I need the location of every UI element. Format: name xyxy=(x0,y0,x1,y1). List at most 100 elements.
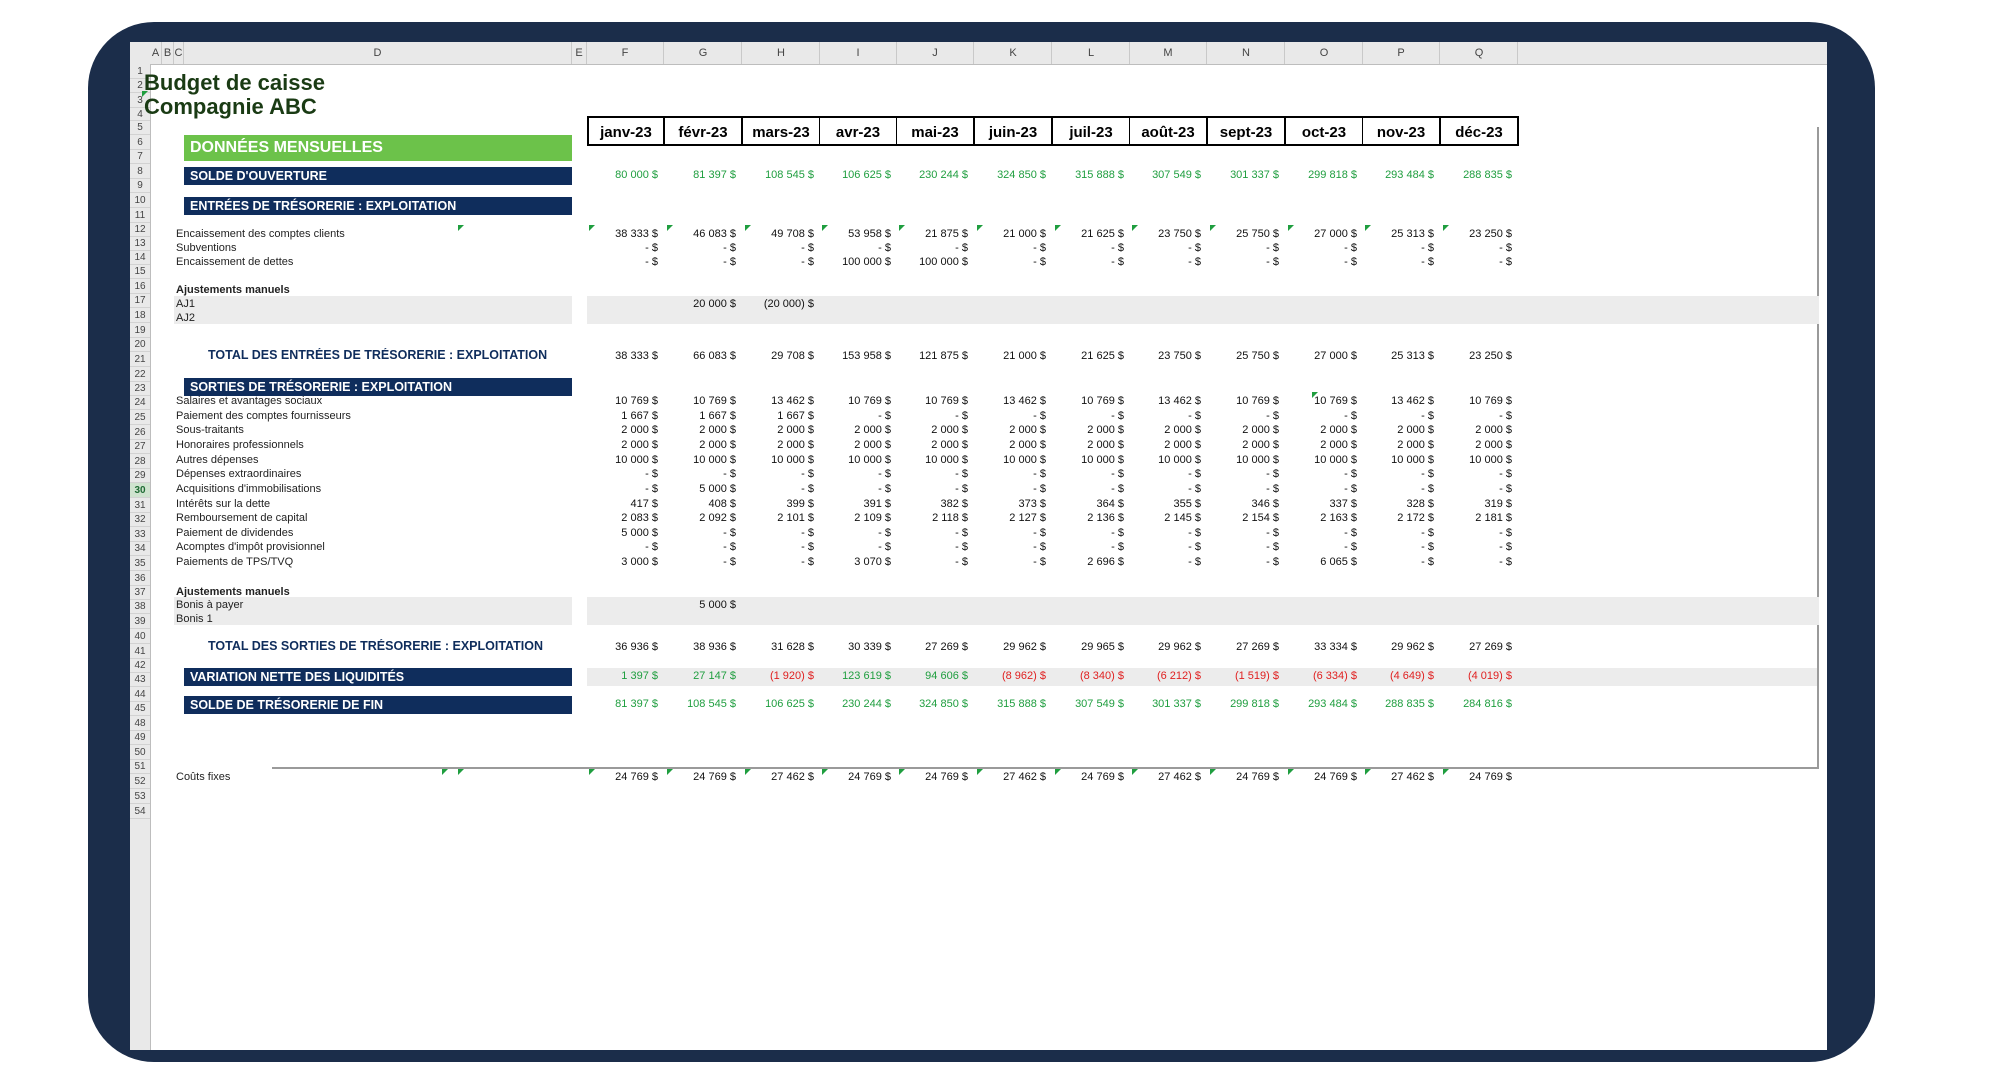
outflow-cell[interactable]: - $ xyxy=(1421,527,1434,539)
row-header-54[interactable]: 54 xyxy=(130,804,150,819)
outflow-cell[interactable]: 2 172 $ xyxy=(1397,512,1434,524)
net-change-cell[interactable]: (6 212) $ xyxy=(1156,670,1201,682)
month-header[interactable]: oct-23 xyxy=(1286,116,1364,146)
outflow-cell[interactable]: 10 000 $ xyxy=(1469,454,1512,466)
opening-balance-cell[interactable]: 315 888 $ xyxy=(1075,169,1124,181)
closing-balance-cell[interactable]: 301 337 $ xyxy=(1152,698,1201,710)
outflow-cell[interactable]: 2 127 $ xyxy=(1009,512,1046,524)
sheet-grid[interactable]: Budget de caisse Compagnie ABC janv-23 fé… xyxy=(130,42,1827,1050)
column-header-c[interactable]: C xyxy=(174,42,184,64)
outflow-cell[interactable]: - $ xyxy=(1188,410,1201,422)
outflow-cell[interactable]: - $ xyxy=(645,483,658,495)
outflow-cell[interactable]: 3 000 $ xyxy=(621,556,658,568)
row-header-17[interactable]: 17 xyxy=(130,294,150,308)
outflow-cell[interactable]: - $ xyxy=(1499,541,1512,553)
outflow-cell[interactable]: - $ xyxy=(955,541,968,553)
outflow-cell[interactable]: 2 181 $ xyxy=(1475,512,1512,524)
total-outflows-cell[interactable]: 27 269 $ xyxy=(925,641,968,653)
outflow-cell[interactable]: - $ xyxy=(878,527,891,539)
outflow-cell[interactable]: 2 092 $ xyxy=(699,512,736,524)
row-header-48[interactable]: 48 xyxy=(130,716,150,731)
outflow-cell[interactable]: 13 462 $ xyxy=(1158,395,1201,407)
outflow-cell[interactable]: - $ xyxy=(955,556,968,568)
inflow-cell[interactable]: 23 250 $ xyxy=(1469,228,1512,240)
outflow-cell[interactable]: - $ xyxy=(1266,468,1279,480)
outflow-cell[interactable]: 2 000 $ xyxy=(854,439,891,451)
total-inflows-cell[interactable]: 25 313 $ xyxy=(1391,350,1434,362)
inflow-cell[interactable]: - $ xyxy=(1033,242,1046,254)
total-inflows-cell[interactable]: 121 875 $ xyxy=(919,350,968,362)
outflow-cell[interactable]: - $ xyxy=(1344,483,1357,495)
total-inflows-cell[interactable]: 23 750 $ xyxy=(1158,350,1201,362)
net-change-cell[interactable]: 123 619 $ xyxy=(842,670,891,682)
outflow-cell[interactable]: 2 000 $ xyxy=(699,439,736,451)
outflow-cell[interactable]: - $ xyxy=(801,556,814,568)
row-header-20[interactable]: 20 xyxy=(130,338,150,352)
total-inflows-cell[interactable]: 21 625 $ xyxy=(1081,350,1124,362)
outflow-cell[interactable]: 10 000 $ xyxy=(1003,454,1046,466)
net-change-cell[interactable]: (4 649) $ xyxy=(1389,670,1434,682)
row-header-14[interactable]: 14 xyxy=(130,251,150,265)
outflow-cell[interactable]: - $ xyxy=(878,483,891,495)
closing-balance-cell[interactable]: 293 484 $ xyxy=(1308,698,1357,710)
outflow-cell[interactable]: - $ xyxy=(1033,527,1046,539)
outflow-cell[interactable]: 10 769 $ xyxy=(1469,395,1512,407)
outflow-cell[interactable]: 6 065 $ xyxy=(1320,556,1357,568)
outflow-cell[interactable]: - $ xyxy=(1033,556,1046,568)
outflow-cell[interactable]: - $ xyxy=(801,483,814,495)
outflow-cell[interactable]: 2 109 $ xyxy=(854,512,891,524)
outflow-cell[interactable]: 364 $ xyxy=(1096,498,1124,510)
net-change-cell[interactable]: (6 334) $ xyxy=(1312,670,1357,682)
outflow-cell[interactable]: 10 000 $ xyxy=(1391,454,1434,466)
outflow-cell[interactable]: - $ xyxy=(878,541,891,553)
outflow-cell[interactable]: - $ xyxy=(955,483,968,495)
month-header[interactable]: mai-23 xyxy=(897,116,975,146)
column-header-f[interactable]: F xyxy=(587,42,664,64)
outflow-cell[interactable]: 2 154 $ xyxy=(1242,512,1279,524)
inflow-cell[interactable]: - $ xyxy=(1111,256,1124,268)
row-header-52[interactable]: 52 xyxy=(130,774,150,789)
total-inflows-cell[interactable]: 66 083 $ xyxy=(693,350,736,362)
inflow-cell[interactable]: - $ xyxy=(1421,256,1434,268)
outflow-cell[interactable]: - $ xyxy=(955,527,968,539)
outflow-cell[interactable]: - $ xyxy=(1421,483,1434,495)
fixed-costs-cell[interactable]: 27 462 $ xyxy=(771,771,814,783)
total-outflows-cell[interactable]: 27 269 $ xyxy=(1236,641,1279,653)
outflow-cell[interactable]: 2 000 $ xyxy=(1320,424,1357,436)
outflow-cell[interactable]: - $ xyxy=(1111,483,1124,495)
total-outflows-cell[interactable]: 27 269 $ xyxy=(1469,641,1512,653)
outflow-cell[interactable]: 2 000 $ xyxy=(1009,424,1046,436)
fixed-costs-cell[interactable]: 24 769 $ xyxy=(1314,771,1357,783)
net-change-cell[interactable]: (8 340) $ xyxy=(1079,670,1124,682)
column-header-a[interactable]: A xyxy=(150,42,162,64)
row-header-35[interactable]: 35 xyxy=(130,556,150,571)
outflow-cell[interactable]: 10 769 $ xyxy=(1236,395,1279,407)
outflow-cell[interactable]: 2 000 $ xyxy=(931,439,968,451)
outflow-cell[interactable]: 10 000 $ xyxy=(925,454,968,466)
outflow-cell[interactable]: - $ xyxy=(723,556,736,568)
opening-balance-cell[interactable]: 81 397 $ xyxy=(693,169,736,181)
row-header-22[interactable]: 22 xyxy=(130,367,150,382)
fixed-costs-cell[interactable]: 24 769 $ xyxy=(615,771,658,783)
row-header-18[interactable]: 18 xyxy=(130,308,150,323)
row-header-24[interactable]: 24 xyxy=(130,396,150,410)
inflow-cell[interactable]: 27 000 $ xyxy=(1314,228,1357,240)
row-header-26[interactable]: 26 xyxy=(130,425,150,440)
outflow-cell[interactable]: 10 769 $ xyxy=(848,395,891,407)
outflow-cell[interactable]: 2 145 $ xyxy=(1164,512,1201,524)
row-header-34[interactable]: 34 xyxy=(130,542,150,556)
outflow-cell[interactable]: 1 667 $ xyxy=(699,410,736,422)
opening-balance-cell[interactable]: 288 835 $ xyxy=(1463,169,1512,181)
outflow-cell[interactable]: 10 769 $ xyxy=(1081,395,1124,407)
outflow-cell[interactable]: 2 000 $ xyxy=(1087,439,1124,451)
closing-balance-cell[interactable]: 230 244 $ xyxy=(842,698,891,710)
column-header-e[interactable]: E xyxy=(572,42,587,64)
fixed-costs-cell[interactable]: 27 462 $ xyxy=(1391,771,1434,783)
inflow-cell[interactable]: - $ xyxy=(1266,242,1279,254)
inflow-cell[interactable]: 23 750 $ xyxy=(1158,228,1201,240)
outflow-cell[interactable]: 2 083 $ xyxy=(621,512,658,524)
column-header-d[interactable]: D xyxy=(184,42,572,64)
fixed-costs-cell[interactable]: 27 462 $ xyxy=(1158,771,1201,783)
fixed-costs-cell[interactable]: 27 462 $ xyxy=(1003,771,1046,783)
inflow-cell[interactable]: - $ xyxy=(723,242,736,254)
